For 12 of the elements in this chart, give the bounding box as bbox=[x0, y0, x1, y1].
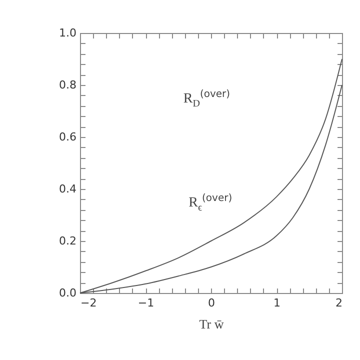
y-tick-label: 0.4 bbox=[59, 182, 76, 196]
x-axis-title: Tr w̄ bbox=[199, 316, 224, 332]
x-tick-label: −1 bbox=[138, 296, 154, 310]
x-tick-label: 1 bbox=[274, 296, 280, 310]
y-tick-label: 0.6 bbox=[59, 130, 76, 144]
y-tick-label: 0.0 bbox=[59, 286, 76, 300]
y-tick-label: 0.2 bbox=[59, 234, 76, 248]
x-tick-label: 2 bbox=[336, 296, 342, 310]
y-tick-label: 0.8 bbox=[59, 78, 76, 92]
y-tick-label: 1.0 bbox=[59, 26, 76, 40]
x-tick-label: 0 bbox=[208, 296, 215, 310]
x-tick-label: −2 bbox=[80, 296, 97, 310]
